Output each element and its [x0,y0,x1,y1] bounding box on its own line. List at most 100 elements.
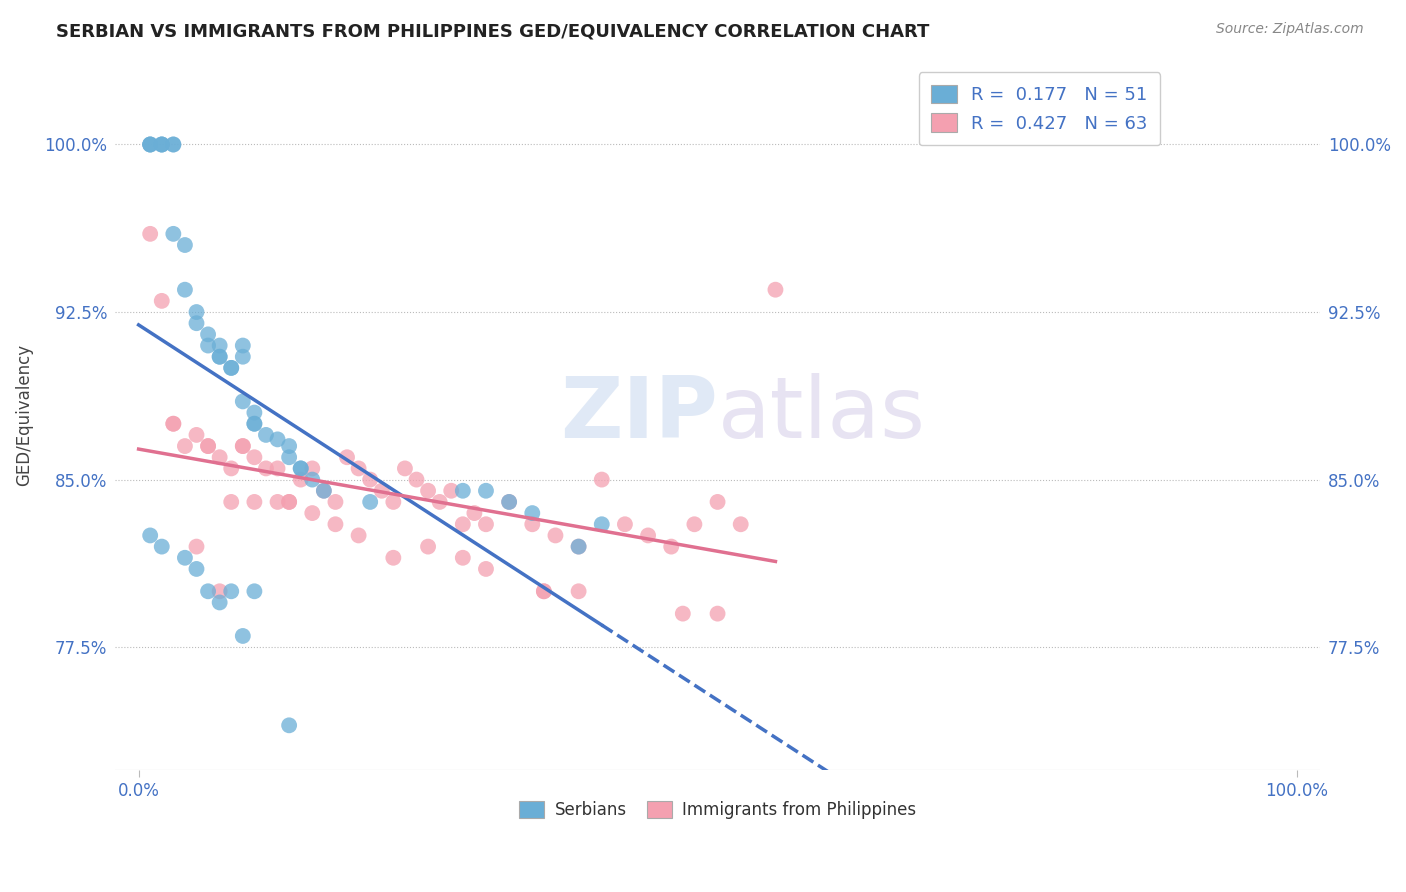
Point [475,562,498,576]
Point [150,137,173,152]
Point [243,406,266,420]
Point [371,483,394,498]
Point [150,540,173,554]
Point [162,227,184,241]
Point [162,137,184,152]
Point [347,461,370,475]
Point [765,283,787,297]
Point [301,473,323,487]
Point [498,495,520,509]
Point [429,495,451,509]
Point [591,517,613,532]
Point [405,473,427,487]
Point [243,584,266,599]
Point [208,350,231,364]
Point [208,338,231,352]
Point [208,595,231,609]
Point [325,517,347,532]
Point [325,495,347,509]
Point [197,439,219,453]
Point [186,316,208,330]
Point [301,461,323,475]
Point [683,517,706,532]
Point [243,450,266,465]
Point [278,439,301,453]
Point [162,417,184,431]
Point [347,528,370,542]
Point [706,607,728,621]
Point [232,394,254,409]
Text: atlas: atlas [717,373,925,457]
Point [219,584,242,599]
Point [150,293,173,308]
Point [254,461,277,475]
Point [197,338,219,352]
Point [174,550,197,565]
Point [254,428,277,442]
Point [278,718,301,732]
Point [301,506,323,520]
Point [290,461,312,475]
Point [416,540,439,554]
Point [243,417,266,431]
Point [498,495,520,509]
Point [174,238,197,252]
Point [522,517,544,532]
Point [278,495,301,509]
Point [266,433,288,447]
Point [533,584,555,599]
Point [451,483,474,498]
Point [139,137,162,152]
Point [359,473,381,487]
Point [150,137,173,152]
Point [637,528,659,542]
Point [139,137,162,152]
Point [336,450,359,465]
Point [266,495,288,509]
Point [139,137,162,152]
Point [544,528,567,542]
Point [278,495,301,509]
Point [659,540,682,554]
Point [162,137,184,152]
Point [533,584,555,599]
Point [568,540,591,554]
Y-axis label: GED/Equivalency: GED/Equivalency [15,343,32,486]
Point [312,483,335,498]
Point [416,483,439,498]
Point [290,461,312,475]
Point [312,483,335,498]
Point [139,227,162,241]
Point [219,360,242,375]
Point [278,450,301,465]
Point [208,450,231,465]
Point [243,495,266,509]
Point [232,629,254,643]
Point [232,439,254,453]
Point [208,584,231,599]
Point [174,283,197,297]
Point [186,305,208,319]
Point [706,495,728,509]
Point [475,517,498,532]
Point [266,461,288,475]
Point [186,428,208,442]
Point [186,562,208,576]
Point [613,517,636,532]
Point [382,550,405,565]
Point [197,327,219,342]
Point [522,506,544,520]
Text: ZIP: ZIP [560,373,717,457]
Point [730,517,752,532]
Point [232,338,254,352]
Point [568,584,591,599]
Text: SERBIAN VS IMMIGRANTS FROM PHILIPPINES GED/EQUIVALENCY CORRELATION CHART: SERBIAN VS IMMIGRANTS FROM PHILIPPINES G… [56,22,929,40]
Point [174,439,197,453]
Point [232,350,254,364]
Point [568,540,591,554]
Point [150,137,173,152]
Point [197,584,219,599]
Point [591,473,613,487]
Point [359,495,381,509]
Point [451,550,474,565]
